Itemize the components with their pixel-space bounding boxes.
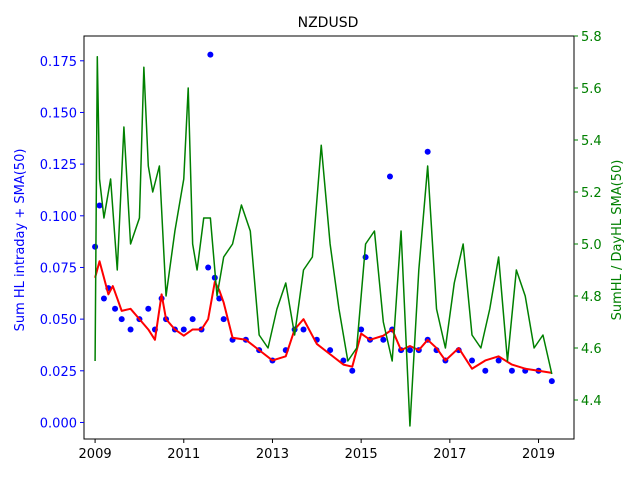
- y-right-tick-label: 4.4: [581, 394, 602, 409]
- scatter-point: [180, 326, 187, 333]
- y-left-tick-label: 0.100: [40, 210, 77, 225]
- scatter-point: [100, 295, 107, 302]
- plot-marks: [92, 51, 555, 427]
- plot-frame: [83, 35, 575, 440]
- scatter-point: [207, 51, 214, 58]
- scatter-point: [327, 347, 334, 354]
- scatter-point: [386, 173, 393, 180]
- scatter-point: [205, 264, 212, 271]
- x-tick-label: 2011: [167, 447, 200, 462]
- scatter-point: [349, 367, 356, 374]
- y-left-tick-label: 0.150: [40, 106, 77, 121]
- scatter-point: [508, 367, 515, 374]
- scatter-point: [145, 305, 152, 312]
- sma-line: [94, 260, 552, 374]
- y-left-tick-label: 0.175: [40, 55, 77, 70]
- y-right-tick-label: 5.2: [581, 186, 602, 201]
- scatter-point: [127, 326, 134, 333]
- y-right-tick-label: 5.8: [581, 30, 602, 45]
- scatter-point: [96, 202, 103, 209]
- scatter-point: [469, 357, 476, 364]
- y-left-tick-label: 0.050: [40, 313, 77, 328]
- scatter-point: [189, 316, 196, 323]
- y-right-tick-label: 4.8: [581, 290, 602, 305]
- x-tick-label: 2009: [79, 447, 112, 462]
- y-left-tick-label: 0.075: [40, 261, 77, 276]
- chart-title: NZDUSD: [298, 15, 359, 31]
- scatter-point: [548, 378, 555, 385]
- y-axis-left-label: Sum HL intraday + SMA(50): [13, 149, 28, 332]
- scatter-point: [358, 326, 365, 333]
- y-right-tick-label: 4.6: [581, 342, 602, 357]
- y-left-tick-label: 0.000: [40, 416, 77, 431]
- scatter-point: [112, 305, 119, 312]
- axes: 2009 2011 2013 2015 2017 2019 0.000 0.025 0.050 0…: [40, 30, 602, 462]
- x-tick-label: 2013: [256, 447, 289, 462]
- scatter-point: [362, 254, 369, 261]
- ratio-sma-line: [94, 56, 553, 427]
- scatter-point: [220, 316, 227, 323]
- x-tick-label: 2017: [433, 447, 466, 462]
- scatter-point: [495, 357, 502, 364]
- scatter-point: [118, 316, 125, 323]
- scatter-point: [380, 336, 387, 343]
- x-tick-label: 2019: [522, 447, 555, 462]
- scatter-point: [340, 357, 347, 364]
- scatter-point: [482, 367, 489, 374]
- scatter-point: [424, 148, 431, 155]
- y-right-tick-label: 5.6: [581, 82, 602, 97]
- scatter-point: [92, 243, 99, 250]
- y-axis-right-label: SumHL / DayHL SMA(50): [610, 160, 625, 321]
- scatter-point: [300, 326, 307, 333]
- y-left-tick-label: 0.125: [40, 158, 77, 173]
- y-left-tick-label: 0.025: [40, 365, 77, 380]
- scatter-point: [406, 347, 413, 354]
- x-tick-label: 2015: [345, 447, 378, 462]
- y-right-tick-label: 5.0: [581, 238, 602, 253]
- y-right-tick-label: 5.4: [581, 134, 602, 149]
